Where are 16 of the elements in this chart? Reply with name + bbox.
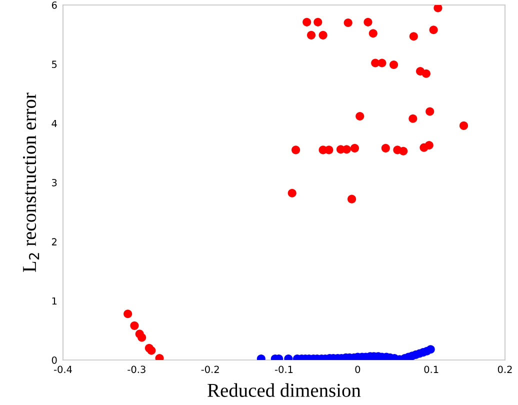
x-tick-label: -0.2 xyxy=(201,366,219,374)
x-tick-label: 0.2 xyxy=(498,366,512,374)
x-axis-title: Reduced dimension xyxy=(208,383,361,397)
y-tick-label: 2 xyxy=(52,238,56,246)
y-tick-label: 3 xyxy=(52,178,57,186)
x-tick-label: 0.1 xyxy=(424,366,438,374)
y-tick-label: 0 xyxy=(52,356,57,364)
x-tick-label: -0.1 xyxy=(274,366,293,374)
y-axis-title: L$_{2}$ reconstruction error xyxy=(22,92,40,272)
y-tick-label: 5 xyxy=(52,60,57,68)
y-tick-label: 1 xyxy=(52,297,57,305)
y-tick-label: 4 xyxy=(52,120,57,128)
x-tick-label: -0.3 xyxy=(128,366,146,374)
y-tick-label: 6 xyxy=(52,1,57,9)
x-tick-label: 0 xyxy=(355,366,360,374)
x-tick-label: -0.4 xyxy=(54,366,72,374)
